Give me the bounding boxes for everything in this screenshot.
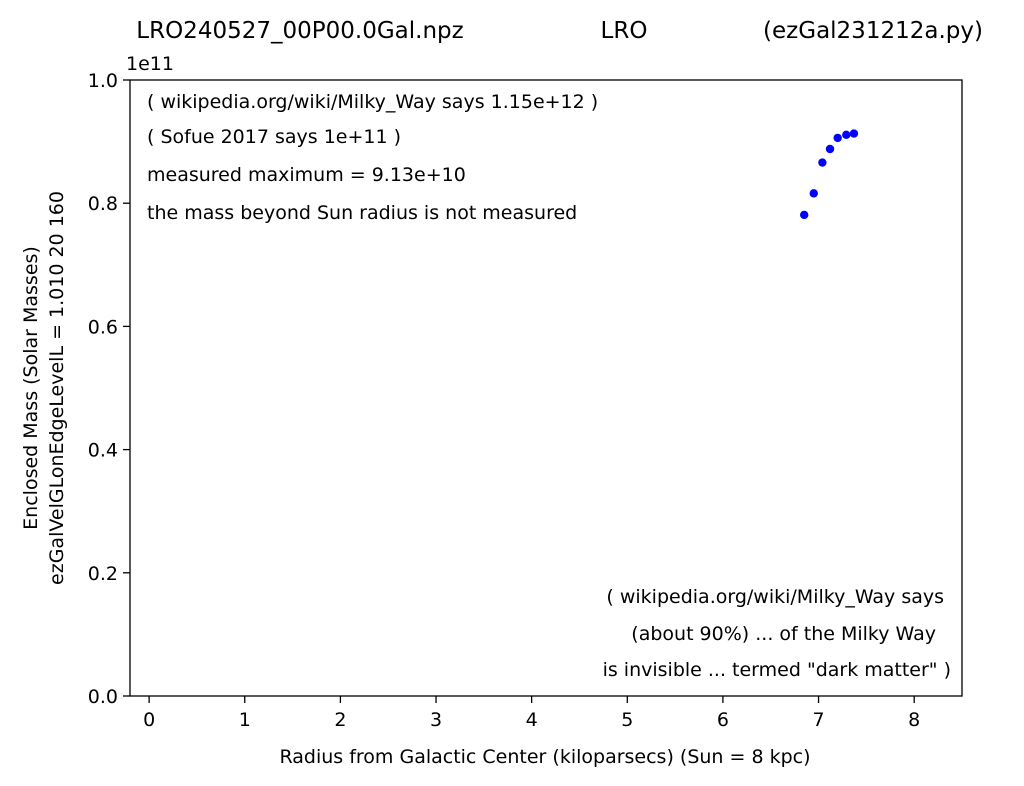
y-tick-label: 0.0 <box>88 686 118 708</box>
x-axis-label: Radius from Galactic Center (kiloparsecs… <box>279 746 810 768</box>
annotation-measured-max: measured maximum = 9.13e+10 <box>147 164 466 186</box>
x-tick-label: 1 <box>239 709 251 731</box>
annotation-dark-matter-1: ( wikipedia.org/wiki/Milky_Way says <box>606 586 944 608</box>
data-point <box>818 158 827 167</box>
y-offset-label: 1e11 <box>126 53 174 75</box>
x-tick-label: 7 <box>813 709 825 731</box>
y-axis-ticks: 0.0 0.2 0.4 0.6 0.8 1.0 <box>88 70 130 708</box>
x-tick-label: 3 <box>430 709 442 731</box>
script-title: (ezGal231212a.py) <box>763 18 983 44</box>
x-tick-label: 0 <box>143 709 155 731</box>
data-point <box>825 144 835 154</box>
source-title: LRO <box>601 18 648 44</box>
plot-frame <box>129 79 963 697</box>
y-tick-label: 0.8 <box>88 193 118 215</box>
y-axis-label-line2: ezGalVelGLonEdgeLevelL = 1.010 20 160 <box>46 191 68 585</box>
data-point <box>800 210 809 220</box>
annotation-dark-matter-2: (about 90%) ... of the Milky Way <box>631 623 936 645</box>
y-tick-label: 0.6 <box>88 316 118 338</box>
annotation-beyond-sun: the mass beyond Sun radius is not measur… <box>147 202 577 224</box>
x-tick-label: 6 <box>717 709 729 731</box>
x-tick-label: 5 <box>621 709 633 731</box>
annotation-dark-matter-3: is invisible ... termed "dark matter" ) <box>603 659 951 681</box>
x-tick-label: 4 <box>526 709 538 731</box>
x-tick-label: 2 <box>334 709 346 731</box>
y-tick-label: 1.0 <box>88 70 118 92</box>
data-point <box>842 130 851 140</box>
bottom-annotations: ( wikipedia.org/wiki/Milky_Way says (abo… <box>603 586 951 681</box>
y-tick-label: 0.4 <box>88 440 118 462</box>
y-tick-label: 0.2 <box>88 563 118 585</box>
data-point <box>809 189 818 198</box>
top-annotations: ( wikipedia.org/wiki/Milky_Way says 1.15… <box>147 91 598 224</box>
x-tick-label: 8 <box>908 709 920 731</box>
annotation-wikipedia-mass: ( wikipedia.org/wiki/Milky_Way says 1.15… <box>147 91 598 113</box>
data-points <box>800 129 859 220</box>
data-point <box>849 129 859 138</box>
x-axis-ticks: 0 1 2 3 4 5 6 7 8 <box>143 696 920 731</box>
annotation-sofue: ( Sofue 2017 says 1e+11 ) <box>147 126 401 148</box>
data-point <box>833 133 842 143</box>
y-axis-label-line1: Enclosed Mass (Solar Masses) <box>20 246 42 530</box>
file-name-title: LRO240527_00P00.0Gal.npz <box>136 18 463 44</box>
